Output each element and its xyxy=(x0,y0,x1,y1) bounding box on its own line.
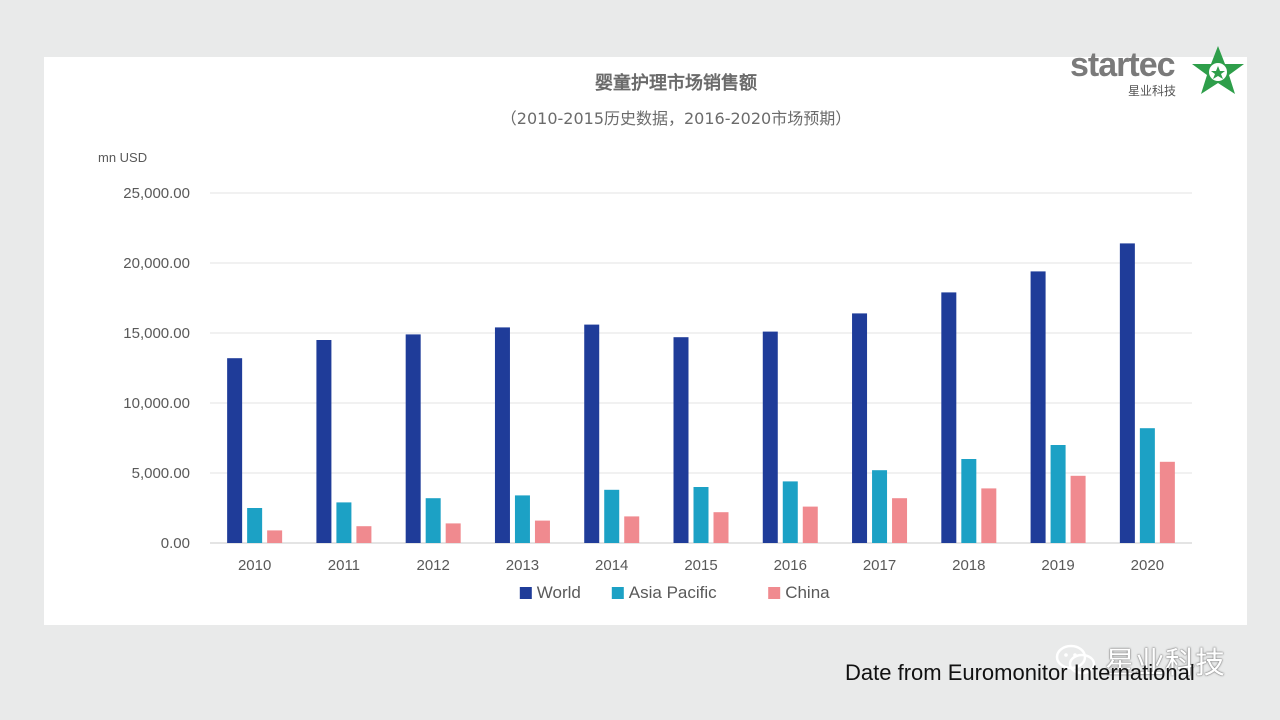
bar-world xyxy=(852,313,868,543)
bar-china xyxy=(981,488,997,543)
bar-world xyxy=(494,327,510,543)
chart-card: 婴童护理市场销售额 （2010-2015历史数据，2016-2020市场预期） mn… xyxy=(44,57,1247,625)
bar-china xyxy=(892,498,908,543)
bar-china xyxy=(624,516,640,543)
bar-world xyxy=(227,358,243,543)
bar-china xyxy=(1070,475,1086,543)
bar-world xyxy=(584,324,600,543)
bar-china xyxy=(713,512,729,543)
legend-swatch xyxy=(611,587,624,599)
bar-china xyxy=(802,506,818,543)
legend-label: China xyxy=(785,583,830,602)
bar-china xyxy=(267,530,283,543)
x-tick-label: 2015 xyxy=(684,557,717,574)
bar-world xyxy=(1119,243,1135,543)
bar-asia-pacific xyxy=(514,495,530,543)
chart-subtitle: （2010-2015历史数据，2016-2020市场预期） xyxy=(501,109,851,128)
bar-asia-pacific xyxy=(693,487,709,543)
chart-title: 婴童护理市场销售额 xyxy=(595,72,757,94)
bar-world xyxy=(316,340,332,543)
bar-asia-pacific xyxy=(872,470,888,543)
y-tick-label: 5,000.00 xyxy=(132,465,190,482)
x-tick-label: 2012 xyxy=(416,557,449,574)
bar-asia-pacific xyxy=(1050,445,1066,543)
bar-world xyxy=(941,292,957,543)
bar-world xyxy=(762,331,778,543)
y-tick-label: 25,000.00 xyxy=(123,185,190,202)
bar-world xyxy=(673,337,689,543)
legend-swatch xyxy=(768,587,781,599)
bar-asia-pacific xyxy=(1139,428,1155,543)
legend-label: World xyxy=(537,583,581,602)
logo-wordmark: startec xyxy=(1070,46,1176,84)
bar-asia-pacific xyxy=(247,508,263,543)
x-tick-label: 2014 xyxy=(595,557,628,574)
y-tick-label: 15,000.00 xyxy=(123,325,190,342)
startec-logo: startec 星业科技 xyxy=(1068,40,1253,102)
x-tick-label: 2011 xyxy=(328,557,360,574)
bar-china xyxy=(534,520,550,543)
watermark-text: 星业科技 xyxy=(1105,646,1225,681)
x-tick-label: 2020 xyxy=(1131,557,1164,574)
bar-china xyxy=(1159,461,1175,543)
legend-label: Asia Pacific xyxy=(629,583,717,602)
y-tick-label: 10,000.00 xyxy=(123,395,190,412)
legend-swatch xyxy=(519,587,532,599)
x-tick-label: 2016 xyxy=(774,557,807,574)
source-note: Date from Euromonitor International xyxy=(845,660,1195,685)
bar-asia-pacific xyxy=(782,481,798,543)
bar-world xyxy=(1030,271,1046,543)
star-icon xyxy=(1192,46,1244,94)
bar-china xyxy=(445,523,461,543)
wechat-icon xyxy=(1055,644,1096,675)
x-tick-label: 2010 xyxy=(238,557,271,574)
bar-asia-pacific xyxy=(425,498,441,543)
bar-world xyxy=(405,334,421,543)
bar-chart: 婴童护理市场销售额 （2010-2015历史数据，2016-2020市场预期） mn… xyxy=(98,72,1192,602)
logo-subtitle: 星业科技 xyxy=(1128,84,1177,98)
bar-asia-pacific xyxy=(604,489,620,543)
x-tick-label: 2019 xyxy=(1041,557,1074,574)
bar-asia-pacific xyxy=(961,459,977,543)
watermark: 星业科技 xyxy=(1055,640,1225,681)
x-tick-label: 2017 xyxy=(863,557,896,574)
y-axis-unit: mn USD xyxy=(98,150,147,165)
y-tick-label: 0.00 xyxy=(161,535,190,552)
bar-asia-pacific xyxy=(336,502,352,543)
x-tick-label: 2013 xyxy=(506,557,539,574)
y-tick-label: 20,000.00 xyxy=(123,255,190,272)
x-tick-label: 2018 xyxy=(952,557,985,574)
bar-china xyxy=(356,526,372,543)
